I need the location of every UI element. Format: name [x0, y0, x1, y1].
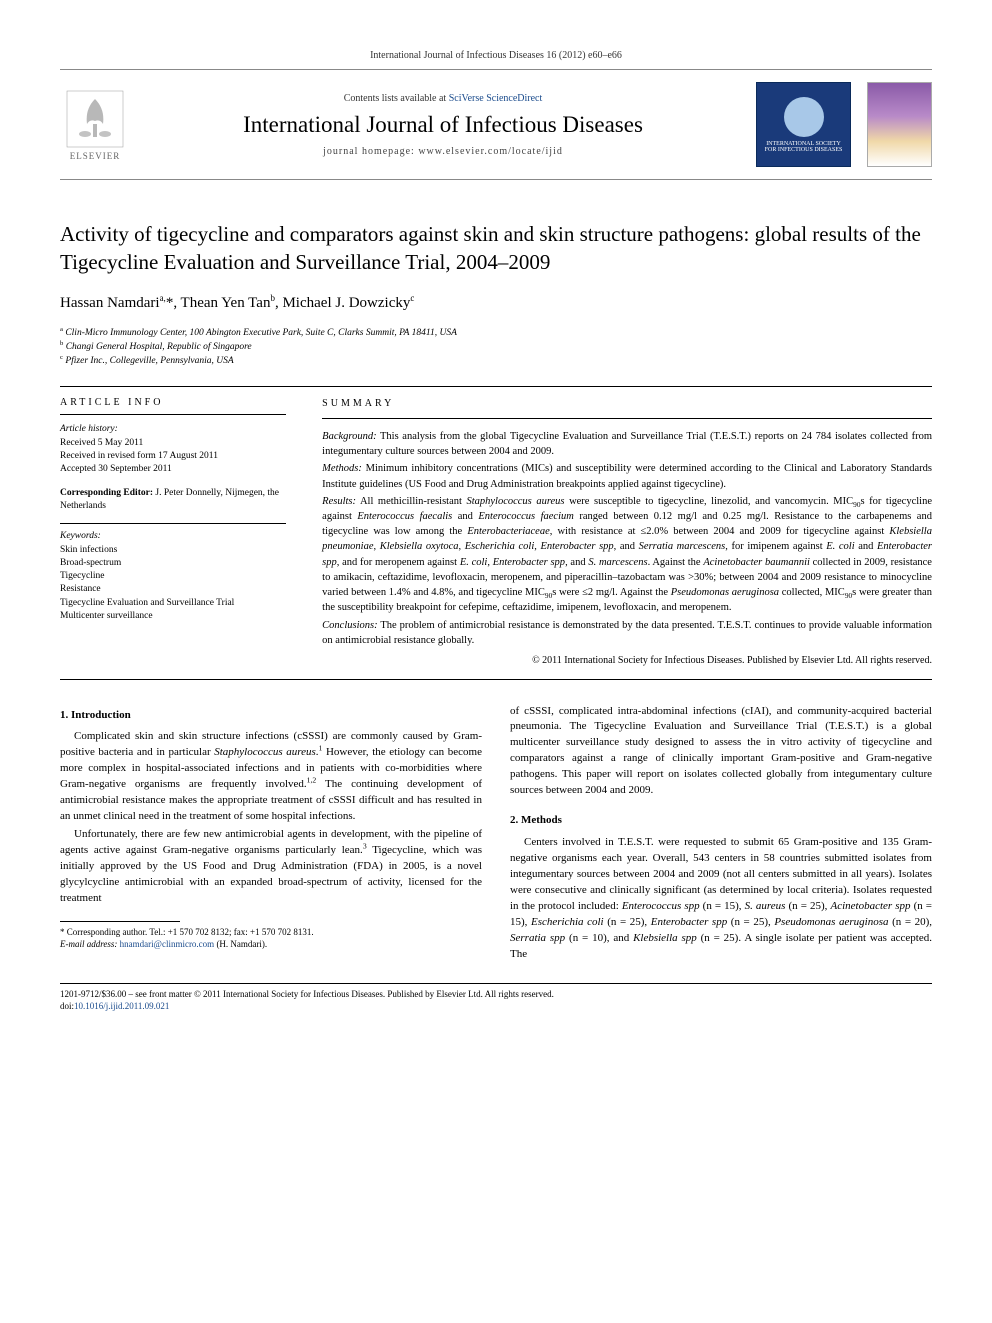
background-text: This analysis from the global Tigecyclin…	[322, 431, 932, 457]
summary-methods: Methods: Minimum inhibitory concentratio…	[322, 461, 932, 491]
footer-doi-line: doi:10.1016/j.ijid.2011.09.021	[60, 1000, 932, 1013]
elsevier-label: ELSEVIER	[70, 151, 121, 161]
aff-b-text: Changi General Hospital, Republic of Sin…	[66, 342, 252, 352]
body-col-right: of cSSSI, complicated intra-abdominal in…	[510, 704, 932, 965]
author-list: Hassan Namdaria,*, Thean Yen Tanb, Micha…	[60, 295, 932, 312]
page-root: International Journal of Infectious Dise…	[0, 0, 992, 1053]
history-label: Article history:	[60, 423, 286, 436]
info-abstract-row: ARTICLE INFO Article history: Received 5…	[60, 386, 932, 679]
article-info-heading: ARTICLE INFO	[60, 397, 286, 415]
page-footer: 1201-9712/$36.00 – see front matter © 20…	[60, 983, 932, 1013]
intro-para-1: Complicated skin and skin structure infe…	[60, 729, 482, 825]
methods-para-1: Centers involved in T.E.S.T. were reques…	[510, 835, 932, 963]
history-accepted: Accepted 30 September 2011	[60, 463, 286, 476]
doi-prefix: doi:	[60, 1001, 74, 1011]
keyword-5: Multicenter surveillance	[60, 610, 286, 623]
copyright-line: © 2011 International Society for Infecti…	[322, 654, 932, 669]
globe-icon	[784, 97, 824, 137]
keyword-2: Tigecycline	[60, 570, 286, 583]
intro-para-2-cont: of cSSSI, complicated intra-abdominal in…	[510, 704, 932, 800]
aff-a-text: Clin-Micro Immunology Center, 100 Abingt…	[65, 328, 457, 338]
methods-label: Methods:	[322, 463, 362, 474]
homepage-line: journal homepage: www.elsevier.com/locat…	[146, 146, 740, 157]
intro-para-2: Unfortunately, there are few new antimic…	[60, 827, 482, 907]
corr-editor-label: Corresponding Editor:	[60, 488, 153, 498]
history-received: Received 5 May 2011	[60, 437, 286, 450]
methods-heading: 2. Methods	[510, 813, 932, 829]
history-revised: Received in revised form 17 August 2011	[60, 450, 286, 463]
homepage-url: www.elsevier.com/locate/ijid	[418, 146, 563, 157]
summary-background: Background: This analysis from the globa…	[322, 429, 932, 459]
keyword-3: Resistance	[60, 583, 286, 596]
journal-cover-thumbnail[interactable]	[867, 82, 932, 167]
methods-text: Minimum inhibitory concentrations (MICs)…	[322, 463, 932, 489]
email-footnote: E-mail address: hnamdari@clinmicro.com (…	[60, 938, 482, 951]
summary-conclusions: Conclusions: The problem of antimicrobia…	[322, 618, 932, 648]
keyword-1: Broad-spectrum	[60, 557, 286, 570]
homepage-prefix: journal homepage:	[323, 146, 418, 157]
society-logo[interactable]: INTERNATIONAL SOCIETY FOR INFECTIOUS DIS…	[756, 82, 851, 167]
elsevier-logo[interactable]: ELSEVIER	[60, 85, 130, 165]
contents-line: Contents lists available at SciVerse Sci…	[146, 93, 740, 104]
email-suffix: (H. Namdari).	[214, 939, 267, 949]
doi-link[interactable]: 10.1016/j.ijid.2011.09.021	[74, 1001, 169, 1011]
footer-copyright: 1201-9712/$36.00 – see front matter © 20…	[60, 988, 932, 1001]
masthead: ELSEVIER Contents lists available at Sci…	[60, 69, 932, 180]
journal-title: International Journal of Infectious Dise…	[146, 112, 740, 138]
conclusions-text: The problem of antimicrobial resistance …	[322, 620, 932, 646]
corresponding-author-footnote: * Corresponding author. Tel.: +1 570 702…	[60, 926, 482, 939]
society-line-2: FOR INFECTIOUS DISEASES	[765, 147, 843, 153]
aff-c-text: Pfizer Inc., Collegeville, Pennsylvania,…	[65, 356, 233, 366]
keyword-0: Skin infections	[60, 544, 286, 557]
affiliation-a: a Clin-Micro Immunology Center, 100 Abin…	[60, 326, 932, 340]
background-label: Background:	[322, 431, 376, 442]
affiliation-list: a Clin-Micro Immunology Center, 100 Abin…	[60, 326, 932, 369]
footnote-separator	[60, 921, 180, 922]
affiliation-b: b Changi General Hospital, Republic of S…	[60, 340, 932, 354]
email-label: E-mail address:	[60, 939, 120, 949]
article-history-block: Article history: Received 5 May 2011 Rec…	[60, 423, 286, 476]
contents-prefix: Contents lists available at	[344, 93, 449, 104]
results-label: Results:	[322, 496, 356, 507]
elsevier-tree-icon	[65, 89, 125, 149]
masthead-center: Contents lists available at SciVerse Sci…	[146, 93, 740, 157]
summary-results: Results: All methicillin-resistant Staph…	[322, 494, 932, 616]
email-link[interactable]: hnamdari@clinmicro.com	[120, 939, 215, 949]
corresponding-editor-block: Corresponding Editor: J. Peter Donnelly,…	[60, 487, 286, 514]
body-col-left: 1. Introduction Complicated skin and ski…	[60, 704, 482, 965]
sciencedirect-link[interactable]: SciVerse ScienceDirect	[449, 93, 543, 104]
footnotes: * Corresponding author. Tel.: +1 570 702…	[60, 926, 482, 951]
summary-heading: SUMMARY	[322, 397, 932, 419]
summary-column: SUMMARY Background: This analysis from t…	[304, 387, 932, 678]
body-columns: 1. Introduction Complicated skin and ski…	[60, 704, 932, 965]
results-text: All methicillin-resistant Staphylococcus…	[322, 496, 932, 614]
affiliation-c: c Pfizer Inc., Collegeville, Pennsylvani…	[60, 354, 932, 368]
citation-line: International Journal of Infectious Dise…	[60, 50, 932, 61]
article-title: Activity of tigecycline and comparators …	[60, 220, 932, 277]
keyword-4: Tigecycline Evaluation and Surveillance …	[60, 597, 286, 610]
conclusions-label: Conclusions:	[322, 620, 377, 631]
article-info-column: ARTICLE INFO Article history: Received 5…	[60, 387, 304, 678]
keywords-block: Keywords: Skin infections Broad-spectrum…	[60, 523, 286, 623]
intro-heading: 1. Introduction	[60, 708, 482, 724]
keywords-label: Keywords:	[60, 530, 286, 543]
